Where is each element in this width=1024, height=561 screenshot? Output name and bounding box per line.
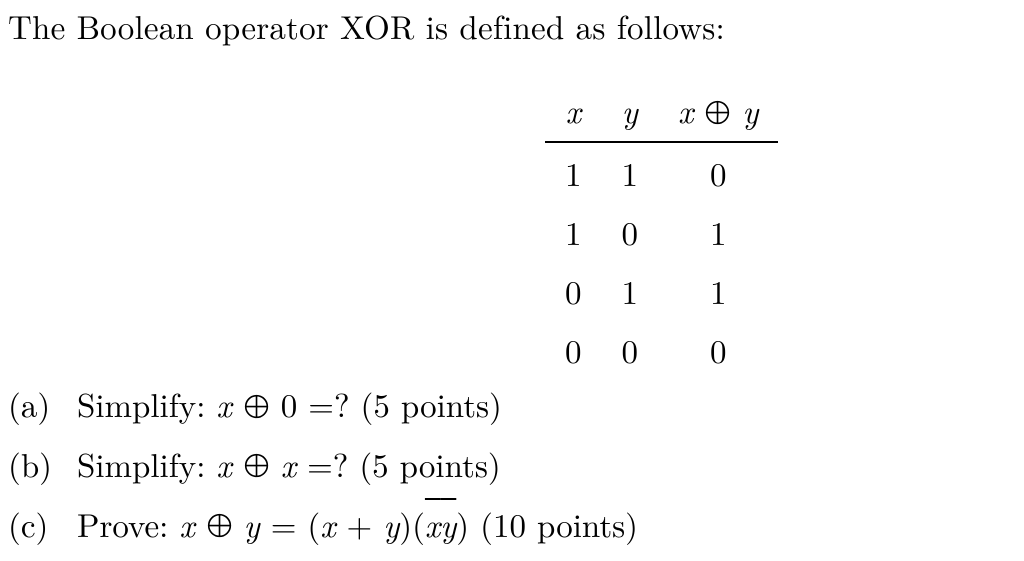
- q-c-sumy: y: [383, 500, 399, 547]
- truth-table: x y x y 1 1: [545, 80, 778, 379]
- q-c-plus: +: [336, 500, 384, 547]
- cell-y: 0: [602, 320, 659, 379]
- page: The Boolean operator XOR is defined as f…: [0, 0, 1024, 561]
- table-row: 0 0 0: [545, 320, 778, 379]
- q-a-zero: 0: [281, 380, 298, 427]
- header-y: y: [622, 86, 638, 133]
- q-a-x: x: [216, 380, 231, 427]
- questions-list: (a) Simplify: x 0 =? (5 points) (b) Simp…: [8, 380, 638, 560]
- xor-truth-table: x y x y 1 1: [545, 80, 778, 379]
- q-b-op: [243, 440, 281, 487]
- q-b-x2: x: [281, 440, 296, 487]
- oplus-icon: [243, 452, 270, 479]
- q-b-tail: =? (5 points): [307, 440, 501, 487]
- q-c-lx: x: [179, 500, 194, 547]
- intro-text: The Boolean operator XOR is defined as f…: [8, 4, 1014, 49]
- q-a-op: [243, 380, 281, 427]
- question-b: (b) Simplify: x x =? (5 points): [8, 440, 638, 488]
- q-c-ov: xy: [425, 500, 456, 547]
- q-c-tail: (10 points): [480, 500, 638, 547]
- col-x-header: x: [545, 80, 602, 142]
- header-xor-x: x: [678, 86, 693, 133]
- cell-x: 1: [545, 202, 602, 261]
- oplus-icon: [243, 393, 270, 420]
- header-xor-y: y: [742, 86, 758, 133]
- col-xor-header: x y: [658, 80, 778, 142]
- question-a: (a) Simplify: x 0 =? (5 points): [8, 380, 638, 428]
- cell-y: 1: [602, 261, 659, 320]
- q-c-op: [206, 500, 244, 547]
- cell-y: 0: [602, 202, 659, 261]
- oplus-icon: [206, 512, 233, 539]
- question-c: (c) Prove: x y = (x + y)(xy) (10 points): [8, 500, 638, 548]
- q-c-ov-x: x: [425, 500, 440, 547]
- table-header-row: x y x y: [545, 80, 778, 142]
- cell-y: 1: [602, 142, 659, 202]
- q-a-label: (a): [8, 380, 66, 428]
- q-c-close: ): [399, 500, 412, 547]
- table-row: 1 0 1: [545, 202, 778, 261]
- q-c-lead: Prove:: [77, 500, 179, 547]
- table-row: 1 1 0: [545, 142, 778, 202]
- q-a-tail: =? (5 points): [308, 380, 502, 427]
- oplus-icon: [704, 99, 731, 126]
- q-c-label: (c): [8, 500, 66, 548]
- q-c-ly: y: [244, 500, 260, 547]
- q-a-lead: Simplify:: [77, 380, 216, 427]
- cell-x: 0: [545, 261, 602, 320]
- q-c-sumx: x: [320, 500, 335, 547]
- q-c-eq: = (: [271, 500, 321, 547]
- q-b-x1: x: [216, 440, 231, 487]
- cell-r: 1: [658, 202, 778, 261]
- q-c-close2: ): [456, 500, 469, 547]
- q-b-label: (b): [8, 440, 66, 488]
- cell-x: 0: [545, 320, 602, 379]
- header-x: x: [566, 86, 581, 133]
- q-c-ov-y: y: [440, 500, 456, 547]
- q-b-lead: Simplify:: [77, 440, 216, 487]
- q-c-open2: (: [412, 500, 425, 547]
- cell-r: 0: [658, 320, 778, 379]
- col-y-header: y: [602, 80, 659, 142]
- cell-r: 0: [658, 142, 778, 202]
- cell-r: 1: [658, 261, 778, 320]
- cell-x: 1: [545, 142, 602, 202]
- table-row: 0 1 1: [545, 261, 778, 320]
